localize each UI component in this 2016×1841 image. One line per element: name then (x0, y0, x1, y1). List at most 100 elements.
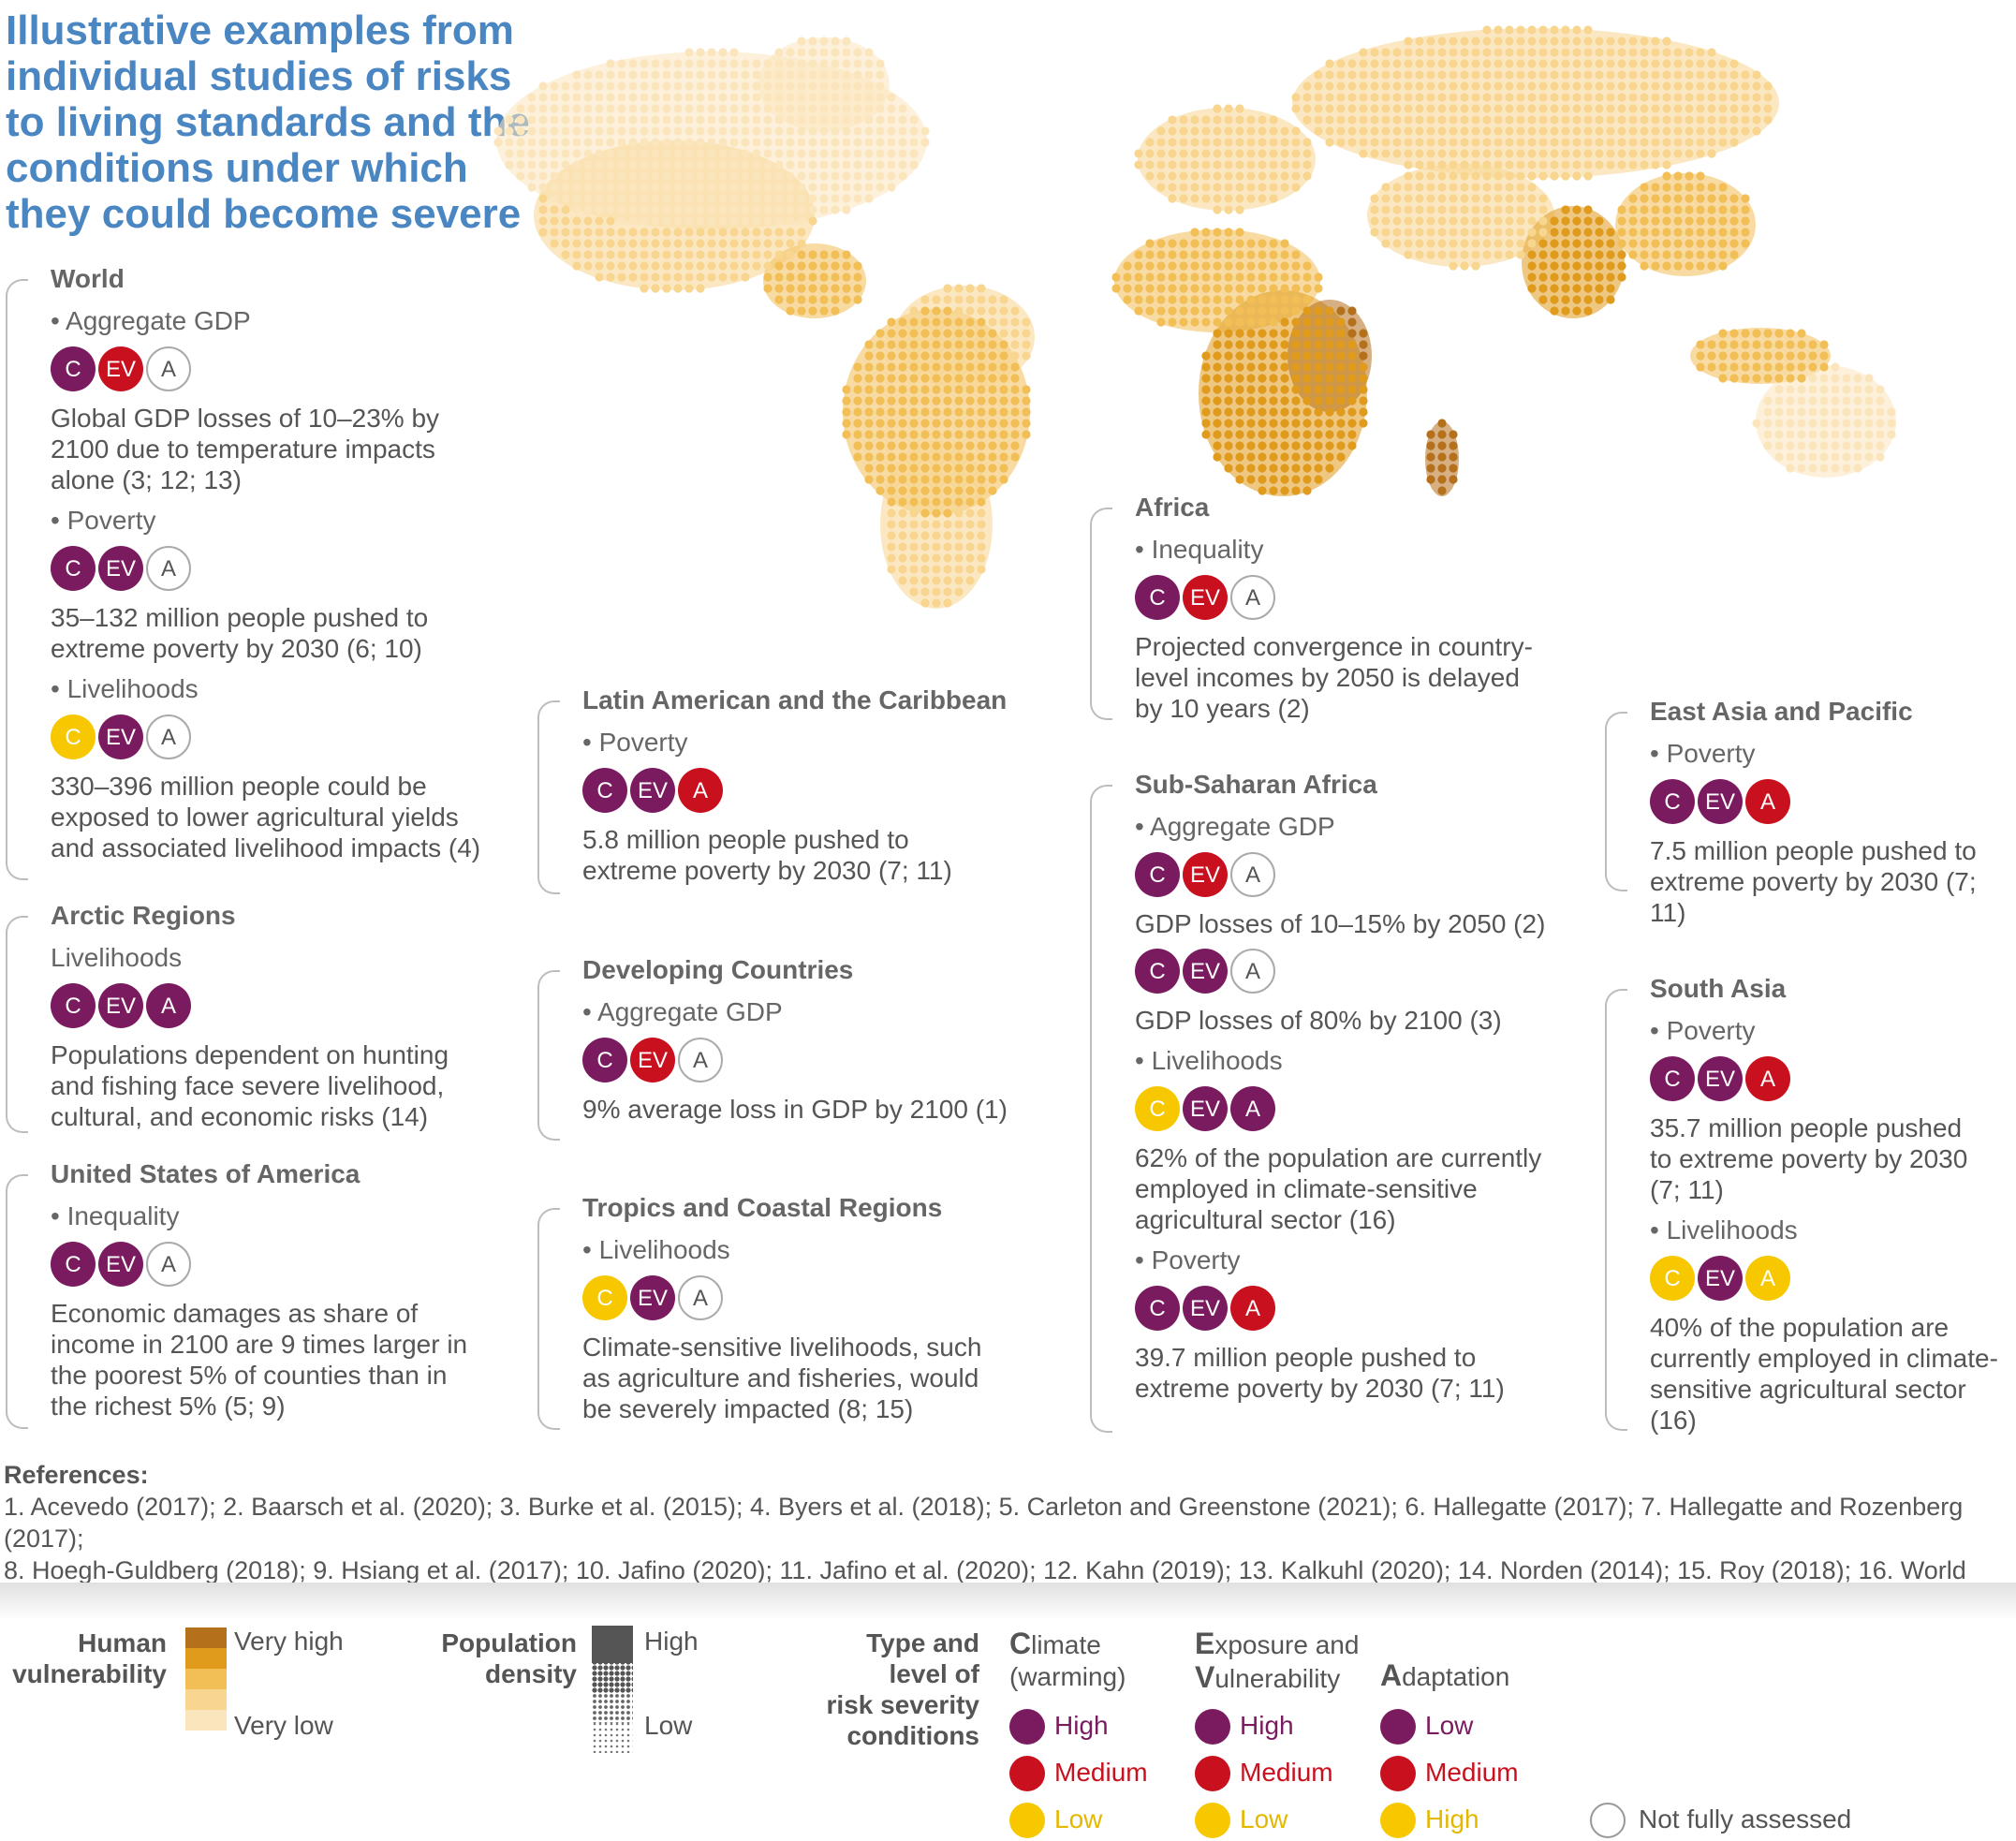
panel-africa: Africa • Inequality C EV A Projected conve… (1090, 491, 1558, 723)
panel-latin-america: Latin American and the Caribbean • Pover… (537, 684, 1043, 894)
panel-world: World • Aggregate GDP C EV A Global GDP lo… (6, 262, 493, 880)
risk-badges: C EV A (1135, 1286, 1558, 1334)
risk-badges: C EV A (1135, 1086, 1558, 1135)
climate-badge: C (51, 714, 96, 759)
legend-dot-exposure-low (1195, 1803, 1230, 1838)
exposure-vulnerability-badge: EV (98, 546, 143, 591)
region-title: Latin American and the Caribbean (582, 685, 1008, 714)
exposure-vulnerability-badge: EV (98, 346, 143, 391)
region-title: Developing Countries (582, 955, 854, 984)
adaptation-badge: A (146, 546, 191, 591)
risk-description: Populations dependent on hunting and fis… (51, 1040, 449, 1131)
legend-density-low: Low (644, 1711, 693, 1740)
adaptation-badge: A (678, 768, 723, 813)
category-label: • Livelihoods (582, 1235, 730, 1264)
swatch-very-high (185, 1627, 227, 1648)
category-label: • Aggregate GDP (582, 997, 783, 1026)
adaptation-badge: A (146, 714, 191, 759)
climate-badge: C (1650, 1056, 1695, 1101)
adaptation-badge: A (146, 1242, 191, 1287)
risk-description: Climate-sensitive livelihoods, such as a… (582, 1333, 982, 1423)
legend-adaptation-medium: Medium (1425, 1758, 1519, 1787)
risk-badges: C EV A (1135, 949, 1558, 997)
risk-description: 7.5 million people pushed to extreme pov… (1650, 836, 1977, 927)
climate-badge: C (1135, 575, 1180, 620)
climate-badge: C (1135, 949, 1180, 994)
climate-badge: C (1135, 852, 1180, 897)
legend-risk-type-label: Type and level of risk severity conditions (826, 1628, 979, 1750)
adaptation-badge: A (1745, 1056, 1790, 1101)
legend-climate-medium: Medium (1054, 1758, 1148, 1787)
legend-very-high: Very high (234, 1627, 344, 1656)
climate-badge: C (51, 346, 96, 391)
legend-adaptation-high: High (1425, 1804, 1479, 1834)
legend-exposure-medium: Medium (1240, 1758, 1333, 1787)
adaptation-badge: A (1230, 1086, 1275, 1131)
category-label: Livelihoods (51, 943, 183, 972)
risk-badges: C EV A (1135, 852, 1558, 901)
region-title: United States of America (51, 1159, 361, 1188)
risk-badges: C EV A (51, 983, 493, 1032)
swatch-low (185, 1689, 227, 1710)
legend-climate-high: High (1054, 1711, 1109, 1740)
exposure-vulnerability-badge: EV (98, 714, 143, 759)
adaptation-badge: A (678, 1275, 723, 1320)
swatch-high (185, 1648, 227, 1669)
region-title: World (51, 264, 125, 293)
risk-description: Economic damages as share of income in 2… (51, 1299, 468, 1421)
exposure-vulnerability-badge: EV (630, 1275, 675, 1320)
legend-exposure-heading: Exposure and Vulnerability (1195, 1627, 1360, 1694)
legend-dot-climate-low (1009, 1803, 1045, 1838)
legend-dot-not-assessed (1590, 1803, 1626, 1838)
category-label: • Inequality (51, 1201, 180, 1230)
exposure-vulnerability-badge: EV (1183, 1086, 1228, 1131)
risk-description: 62% of the population are currently empl… (1135, 1143, 1542, 1234)
exposure-vulnerability-badge: EV (1183, 575, 1228, 620)
panel-tropics: Tropics and Coastal Regions • Livelihood… (537, 1191, 1043, 1430)
panel-arctic: Arctic Regions Livelihoods C EV A Populati… (6, 899, 493, 1133)
risk-description: GDP losses of 80% by 2100 (3) (1135, 1006, 1502, 1035)
region-title: Arctic Regions (51, 901, 236, 930)
swatch-very-low (185, 1710, 227, 1731)
exposure-vulnerability-badge: EV (1698, 1256, 1743, 1301)
category-label: • Inequality (1135, 535, 1264, 564)
climate-badge: C (1135, 1286, 1180, 1331)
risk-description: 40% of the population are currently empl… (1650, 1313, 1998, 1435)
legend-not-assessed: Not fully assessed (1639, 1804, 1852, 1834)
legend-dot-adaptation-low (1380, 1709, 1416, 1745)
panel-sub-saharan-africa: Sub-Saharan Africa • Aggregate GDP C EV A … (1090, 768, 1558, 1433)
legend-climate-low: Low (1054, 1804, 1103, 1834)
risk-badges: C EV A (1650, 1256, 2016, 1304)
references-line: 8. Hoegh-Guldberg (2018); 9. Hsiang et a… (4, 1556, 1966, 1616)
risk-description: 330–396 million people could be exposed … (51, 772, 481, 862)
legend: Human vulnerability Very high Very low Po… (0, 1583, 2016, 1841)
adaptation-badge: A (678, 1038, 723, 1083)
legend-dot-climate-medium (1009, 1756, 1045, 1791)
risk-badges: C EV A (51, 714, 493, 763)
legend-exposure-low: Low (1240, 1804, 1288, 1834)
climate-badge: C (1650, 1256, 1695, 1301)
legend-dot-adaptation-high (1380, 1803, 1416, 1838)
legend-human-vulnerability-label: Human vulnerability (12, 1628, 167, 1688)
climate-badge: C (1135, 1086, 1180, 1131)
adaptation-badge: A (1230, 949, 1275, 994)
legend-dot-adaptation-medium (1380, 1756, 1416, 1791)
climate-badge: C (51, 1242, 96, 1287)
legend-dot-exposure-medium (1195, 1756, 1230, 1791)
risk-description: 35.7 million people pushed to extreme po… (1650, 1113, 1968, 1204)
exposure-vulnerability-badge: EV (1183, 852, 1228, 897)
panel-developing-countries: Developing Countries • Aggregate GDP C EV… (537, 953, 1043, 1141)
risk-description: 9% average loss in GDP by 2100 (1) (582, 1095, 1008, 1124)
exposure-vulnerability-badge: EV (98, 983, 143, 1028)
world-vulnerability-map (493, 25, 1896, 609)
risk-badges: C EV A (1650, 1056, 2016, 1105)
category-label: • Livelihoods (51, 674, 199, 703)
region-title: South Asia (1650, 974, 1787, 1003)
swatch-medium (185, 1669, 227, 1689)
risk-badges: C EV A (1650, 779, 2016, 828)
legend-dot-exposure-high (1195, 1709, 1230, 1745)
risk-badges: C EV A (582, 768, 1043, 817)
adaptation-badge: A (1745, 779, 1790, 824)
category-label: • Poverty (51, 506, 156, 535)
legend-very-low: Very low (234, 1711, 333, 1740)
